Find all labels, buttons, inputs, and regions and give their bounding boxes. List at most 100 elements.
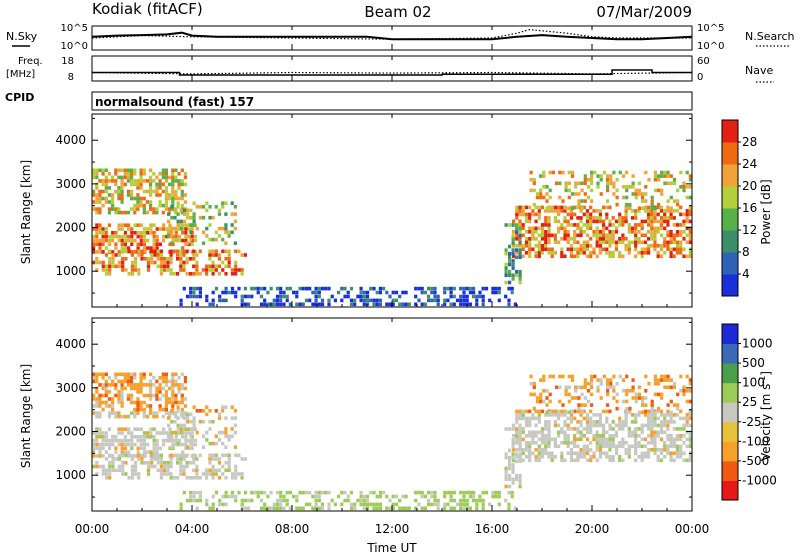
velocity-cell (111, 411, 115, 415)
velocity-cell (114, 414, 118, 419)
velocity-cell (285, 498, 289, 503)
velocity-cell (630, 413, 635, 417)
power-cell (659, 216, 664, 220)
power-cell (602, 237, 606, 241)
power-cell (675, 240, 680, 245)
power-cell (266, 290, 270, 295)
velocity-cell (537, 458, 541, 463)
velocity-cell (346, 494, 350, 499)
power-cell (143, 257, 147, 261)
velocity-cell (330, 498, 334, 503)
velocity-cell (136, 411, 140, 415)
power-cell (136, 186, 140, 190)
power-cell (136, 200, 140, 204)
velocity-cell (217, 416, 222, 420)
velocity-cell (171, 386, 175, 391)
power-cell (356, 294, 360, 299)
velocity-cell (515, 459, 519, 464)
power-cell (114, 264, 118, 269)
xtick-label: 00:00 (675, 522, 710, 536)
velocity-cell (518, 455, 522, 460)
velocity-cell (152, 393, 156, 398)
power-cell (518, 219, 522, 224)
velocity-cell (130, 442, 134, 447)
velocity-cell (121, 453, 125, 458)
velocity-cell (614, 434, 619, 438)
velocity-cell (95, 446, 99, 451)
velocity-cell (230, 472, 235, 476)
power-cell (104, 238, 108, 243)
power-cell (177, 182, 181, 187)
velocity-cell (524, 423, 529, 428)
power-cell (107, 172, 111, 176)
power-cell (660, 188, 664, 193)
power-cell (566, 230, 570, 234)
velocity-cell (111, 404, 115, 408)
power-cell (189, 290, 193, 295)
velocity-cell (155, 390, 159, 394)
power-cell (195, 205, 199, 209)
velocity-cell (139, 404, 143, 408)
velocity-cell (107, 383, 111, 387)
velocity-cell (452, 490, 456, 495)
power-cell (168, 207, 172, 211)
power-cell (192, 257, 196, 261)
velocity-cell (139, 446, 143, 451)
velocity-cell (524, 444, 529, 449)
velocity-cell (550, 437, 554, 442)
power-cell (155, 207, 159, 211)
power-cell (142, 227, 147, 231)
velocity-cell (301, 490, 305, 495)
velocity-cell (682, 427, 686, 431)
velocity-cell (126, 379, 130, 384)
power-cell (375, 290, 379, 295)
power-cell (170, 205, 174, 209)
power-cell (266, 302, 270, 307)
velocity-cell (120, 450, 124, 454)
power-cell (537, 226, 541, 231)
velocity-cell (136, 400, 140, 405)
velocity-cell (256, 494, 260, 499)
power-cell (688, 206, 692, 211)
power-cell (669, 251, 673, 255)
velocity-cell (123, 450, 127, 454)
velocity-cell (564, 385, 568, 390)
power-cell (130, 264, 134, 269)
velocity-cell (595, 437, 599, 442)
power-cell (443, 298, 447, 303)
velocity-cell (615, 406, 619, 411)
power-cell (618, 240, 622, 245)
velocity-cell (531, 434, 535, 438)
velocity-cell (184, 435, 188, 439)
velocity-cell (149, 431, 153, 435)
velocity-cell (590, 378, 594, 382)
power-cell (688, 212, 692, 217)
velocity-cell (521, 416, 525, 421)
velocity-cell (544, 427, 548, 431)
power-cell (653, 219, 657, 224)
power-cell (462, 298, 466, 303)
velocity-cell (189, 494, 193, 499)
colorbar-tick-label: 500 (742, 356, 765, 370)
power-cell (134, 257, 138, 261)
power-cell (214, 230, 218, 235)
power-cell (167, 212, 171, 216)
velocity-cell (436, 498, 440, 503)
power-cell (560, 251, 564, 255)
velocity-cell (378, 490, 382, 495)
velocity-cell (659, 409, 664, 414)
power-cell (330, 294, 334, 299)
power-cell (123, 246, 127, 250)
velocity-cell (205, 438, 209, 442)
velocity-cell (177, 431, 182, 435)
power-cell (218, 294, 222, 299)
velocity-cell (675, 434, 680, 438)
velocity-cell (111, 468, 115, 473)
power-cell (152, 172, 156, 176)
power-cell (192, 219, 196, 224)
velocity-cell (247, 498, 251, 503)
velocity-cell (643, 409, 647, 414)
power-cell (634, 192, 638, 196)
velocity-cell (182, 457, 186, 461)
power-cell (443, 290, 447, 295)
